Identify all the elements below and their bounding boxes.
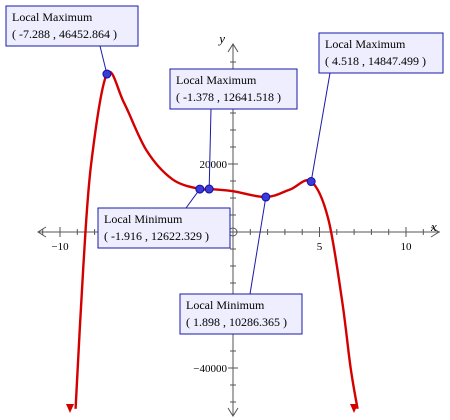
annotation-box-background (5, 5, 139, 47)
annotation-box: Local Maximum ( -1.378 , 12641.518 ) (169, 68, 298, 110)
annotation-box-background (318, 32, 444, 74)
annotation-coordinates: ( 4.518 , 14847.499 ) (325, 54, 426, 68)
x-tick-label: 10 (401, 241, 413, 253)
x-axis-left-arrow (37, 226, 47, 238)
annotation-coordinates: ( 1.898 , 10286.365 ) (186, 315, 287, 329)
x-tick-label: 5 (317, 241, 323, 253)
annotation-boxes: Local Maximum( -7.288 , 46452.864 )Local… (5, 5, 444, 335)
annotation-box-background (179, 293, 303, 335)
x-axis-label: x (430, 219, 437, 234)
curve-right-arrow (350, 404, 358, 413)
annotation-coordinates: ( -1.378 , 12641.518 ) (176, 90, 281, 104)
annotation-box-background (169, 68, 298, 110)
x-tick-label: −10 (51, 241, 69, 253)
annotation-leader-line (249, 196, 267, 295)
extremum-point (306, 177, 316, 187)
curve-left-arrow (66, 404, 74, 413)
annotation-title: Local Maximum (12, 10, 93, 24)
extremum-point (102, 69, 112, 79)
extremum-point (195, 184, 205, 194)
extrema-points (102, 69, 316, 202)
annotation-title: Local Maximum (176, 73, 257, 87)
annotation-coordinates: ( -7.288 , 46452.864 ) (12, 27, 117, 41)
extremum-point (261, 192, 271, 202)
extremum-point (204, 184, 214, 194)
y-tick-label: 20000 (200, 159, 228, 171)
annotation-title: Local Maximum (325, 37, 406, 51)
y-axis-top-arrow (227, 43, 239, 53)
annotation-title: Local Minimum (186, 298, 265, 312)
annotation-box: Local Maximum ( 4.518 , 14847.499 ) (318, 32, 444, 74)
annotation-box: Local Maximum ( -7.288 , 46452.864 ) (5, 5, 139, 47)
annotation-leader-line (99, 45, 108, 75)
annotation-box-background (97, 207, 231, 249)
annotation-box: Local Minimum ( -1.916 , 12622.329 ) (97, 207, 231, 249)
annotation-coordinates: ( -1.916 , 12622.329 ) (104, 229, 209, 243)
annotation-leader-line (208, 108, 212, 190)
annotation-box: Local Minimum ( 1.898 , 10286.365 ) (179, 293, 303, 335)
annotation-leader-line (310, 72, 331, 182)
annotation-title: Local Minimum (104, 212, 183, 226)
y-axis-bottom-arrow (227, 407, 239, 417)
x-axis-right-arrow (430, 226, 440, 238)
y-tick-label: −40000 (193, 363, 227, 375)
y-axis-label: y (217, 31, 225, 46)
